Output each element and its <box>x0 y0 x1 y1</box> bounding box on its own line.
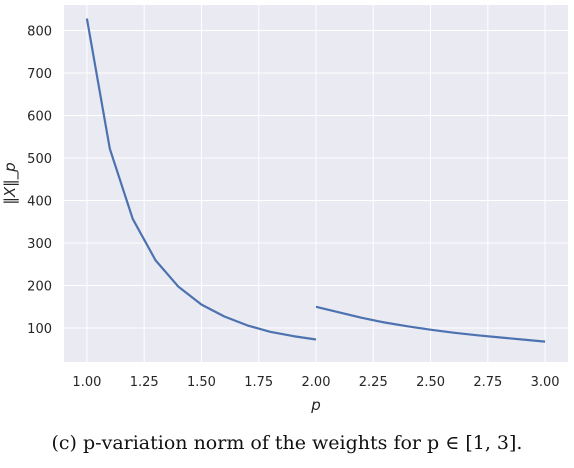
x-tick-label: 3.00 <box>531 375 560 390</box>
y-tick-label: 500 <box>27 152 52 167</box>
chart: 1.00 1.25 1.50 1.75 2.00 2.25 2.50 2.75 3.00 100… <box>1 5 568 414</box>
y-tick-label: 700 <box>27 67 52 82</box>
figure-caption: (c) p-variation norm of the weights for … <box>51 432 523 454</box>
y-tick-label: 600 <box>27 110 52 125</box>
x-tick-label: 2.00 <box>302 375 331 390</box>
y-tick-label: 200 <box>27 280 52 295</box>
series-line-segment <box>315 305 546 343</box>
series-lines <box>85 18 546 343</box>
x-tick-label: 1.25 <box>130 375 159 390</box>
x-tick-label: 2.75 <box>473 375 502 390</box>
x-axis-label: p <box>310 396 321 414</box>
y-ticks: 100 200 300 400 500 600 700 800 <box>27 25 52 338</box>
y-axis-label-text: ‖X‖_p <box>1 162 20 204</box>
x-tick-label: 2.50 <box>416 375 445 390</box>
y-tick-label: 400 <box>27 195 52 210</box>
y-tick-label: 100 <box>27 322 52 337</box>
series-line-segment <box>85 18 317 341</box>
x-tick-label: 1.50 <box>187 375 216 390</box>
x-ticks: 1.00 1.25 1.50 1.75 2.00 2.25 2.50 2.75 3.00 <box>72 375 559 390</box>
x-tick-label: 1.00 <box>72 375 101 390</box>
y-tick-label: 800 <box>27 25 52 40</box>
y-tick-label: 300 <box>27 237 52 252</box>
x-tick-label: 2.25 <box>359 375 388 390</box>
x-tick-label: 1.75 <box>244 375 273 390</box>
y-axis-label: ‖X‖_p <box>1 162 20 204</box>
grid <box>64 5 568 362</box>
